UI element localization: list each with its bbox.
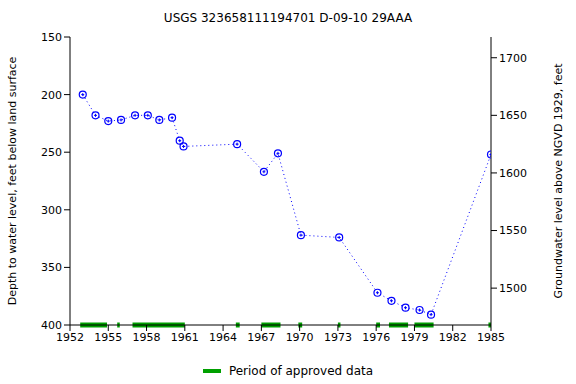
svg-text:1970: 1970 <box>286 331 314 344</box>
svg-text:200: 200 <box>41 89 62 102</box>
svg-text:1967: 1967 <box>247 331 275 344</box>
svg-text:1955: 1955 <box>94 331 122 344</box>
svg-text:250: 250 <box>41 146 62 159</box>
html-text:USGS 323658111194701 D-09-10 2: USGS 323658111194701 D-09-10 29AAA <box>163 11 413 25</box>
svg-text:1982: 1982 <box>439 331 467 344</box>
svg-text:150: 150 <box>41 31 62 44</box>
svg-text:1600: 1600 <box>499 167 527 180</box>
svg-text:Groundwater level above NGVD 1: Groundwater level above NGVD 1929, feet <box>552 63 565 299</box>
html-text:Period of approved data: Period of approved data <box>228 364 374 378</box>
svg-text:400: 400 <box>41 319 62 332</box>
svg-text:1985: 1985 <box>477 331 505 344</box>
svg-text:300: 300 <box>41 204 62 217</box>
svg-text:1500: 1500 <box>499 282 527 295</box>
svg-text:1958: 1958 <box>133 331 161 344</box>
svg-text:1973: 1973 <box>324 331 352 344</box>
svg-text:1964: 1964 <box>209 331 237 344</box>
svg-text:1979: 1979 <box>400 331 428 344</box>
svg-text:1976: 1976 <box>362 331 390 344</box>
svg-text:1700: 1700 <box>499 52 527 65</box>
svg-text:350: 350 <box>41 261 62 274</box>
svg-text:1952: 1952 <box>56 331 84 344</box>
svg-text:1650: 1650 <box>499 109 527 122</box>
svg-text:Depth to water level, feet bel: Depth to water level, feet below land su… <box>8 56 19 305</box>
svg-text:1550: 1550 <box>499 224 527 237</box>
svg-text:1961: 1961 <box>171 331 199 344</box>
